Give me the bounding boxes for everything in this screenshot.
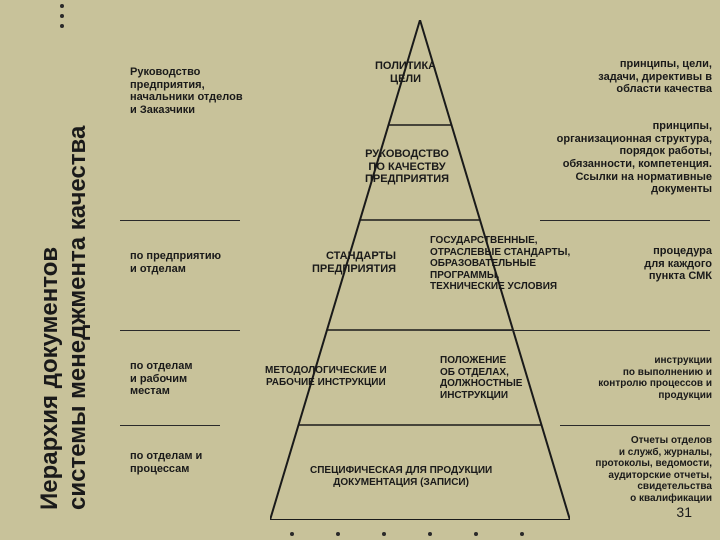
pyramid-diagram: ПОЛИТИКА ЦЕЛИ Руководство предприятия, н… <box>120 20 712 510</box>
level2-right: принципы, организационная структура, пор… <box>557 120 712 196</box>
divider <box>120 330 240 331</box>
divider <box>540 220 710 221</box>
level4-center: МЕТОДОЛОГИЧЕСКИЕ И РАБОЧИЕ ИНСТРУКЦИИ <box>265 365 387 388</box>
level4-left: по отделам и рабочим местам <box>130 360 192 398</box>
level5-center: СПЕЦИФИЧЕСКАЯ ДЛЯ ПРОДУКЦИИ ДОКУМЕНТАЦИЯ… <box>310 465 492 488</box>
page-number: 31 <box>676 504 692 520</box>
level1-right: принципы, цели, задачи, директивы в обла… <box>598 58 712 96</box>
level4-center-right: ПОЛОЖЕНИЕ ОБ ОТДЕЛАХ, ДОЛЖНОСТНЫЕ ИНСТРУ… <box>440 355 522 401</box>
level3-center-right: ГОСУДАРСТВЕННЫЕ, ОТРАСЛЕВЫЕ СТАНДАРТЫ, О… <box>430 235 570 293</box>
level1-center: ПОЛИТИКА ЦЕЛИ <box>375 60 436 85</box>
decorative-dots-top <box>60 4 64 28</box>
decorative-dots-bottom <box>290 532 524 536</box>
level5-left: по отделам и процессам <box>130 450 202 475</box>
level5-right: Отчеты отделов и служб, журналы, протоко… <box>595 435 712 504</box>
level1-left: Руководство предприятия, начальники отде… <box>130 66 243 117</box>
level4-right: инструкции по выполнению и контролю проц… <box>598 355 712 401</box>
level3-right: процедура для каждого пункта СМК <box>644 245 712 283</box>
divider <box>430 330 710 331</box>
level3-left: по предприятию и отделам <box>130 250 221 275</box>
level3-center: СТАНДАРТЫ ПРЕДПРИЯТИЯ <box>312 250 396 275</box>
divider <box>120 220 240 221</box>
page-title: Иерархия документов системы менеджмента … <box>36 50 91 510</box>
level2-center: РУКОВОДСТВО ПО КАЧЕСТВУ ПРЕДПРИЯТИЯ <box>365 148 449 186</box>
divider <box>560 425 710 426</box>
divider <box>120 425 220 426</box>
